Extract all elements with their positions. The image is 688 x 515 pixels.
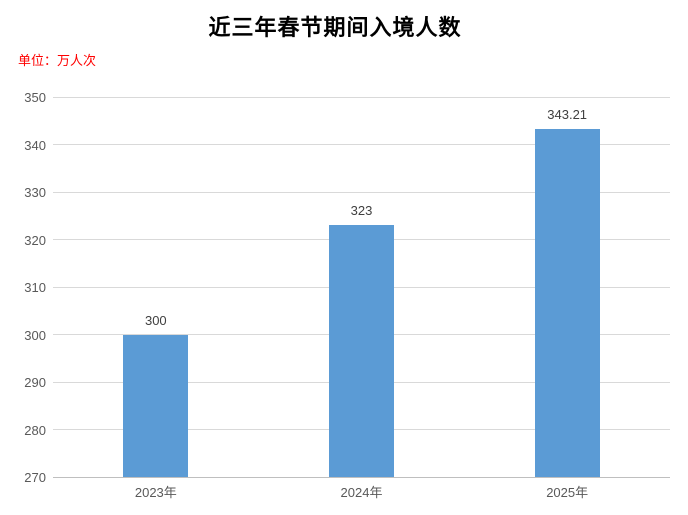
y-axis-tick-label: 350 <box>24 90 46 105</box>
x-axis-tick-label: 2023年 <box>134 485 177 500</box>
y-axis-tick-label: 300 <box>24 327 46 343</box>
y-axis-tick-label: 310 <box>24 280 46 295</box>
x-axis-line <box>53 476 670 478</box>
bar-value-label: 343.21 <box>547 107 588 123</box>
y-axis-tick-label: 290 <box>24 375 46 390</box>
chart-title: 近三年春节期间入境人数 <box>208 15 462 41</box>
bar-value-label: 323 <box>350 203 373 219</box>
y-axis-tick-label: 320 <box>24 232 46 248</box>
unit-label: 单位：万人次 <box>18 53 97 68</box>
y-axis-tick-label: 330 <box>24 185 46 200</box>
bar <box>329 225 394 477</box>
y-axis-tick-label: 340 <box>24 137 46 153</box>
x-axis-tick-label: 2025年 <box>546 485 589 500</box>
y-axis-tick-label: 280 <box>24 422 46 438</box>
bar <box>123 334 189 477</box>
x-axis-tick-label: 2024年 <box>340 485 383 500</box>
bar <box>534 129 600 477</box>
y-gridline <box>53 96 670 98</box>
y-gridline <box>53 191 670 193</box>
bar-value-label: 300 <box>144 312 167 328</box>
y-gridline <box>53 144 670 145</box>
y-axis-tick-label: 270 <box>24 470 46 485</box>
